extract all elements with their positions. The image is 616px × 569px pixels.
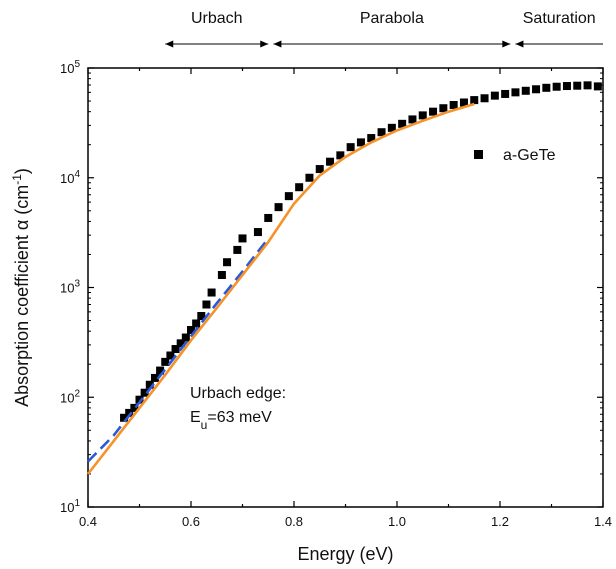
region-label: Saturation [523, 10, 596, 27]
y-axis-title: Absorption coefficient α (cm-1) [10, 168, 32, 407]
data-point [480, 94, 489, 103]
y-axis-title-sup: -1 [10, 174, 24, 185]
x-tick-label: 1.2 [491, 514, 509, 529]
data-point [238, 234, 247, 243]
urbach-annotation: Urbach edge: Eu=63 meV [190, 385, 286, 432]
region-arrow-head-right [502, 40, 511, 48]
data-point [552, 82, 561, 91]
data-point [274, 203, 283, 212]
data-point [439, 104, 448, 113]
data-point [315, 165, 324, 174]
data-point [120, 413, 129, 422]
data-point [367, 134, 376, 143]
data-point [562, 82, 571, 91]
data-point [125, 408, 134, 417]
data-point [176, 339, 185, 348]
data-point [295, 183, 304, 192]
data-point [207, 288, 216, 297]
data-point [284, 192, 293, 201]
data-point [521, 86, 530, 95]
region-arrow-head-right [260, 40, 269, 48]
data-point [356, 138, 365, 147]
data-point [490, 91, 499, 100]
legend-label: a-GeTe [503, 147, 556, 164]
urbach-energy-value: =63 meV [207, 409, 272, 426]
data-point [418, 111, 427, 120]
data-point [140, 388, 149, 397]
data-point [161, 357, 170, 366]
region-arrow-head-left [165, 40, 174, 48]
plot-frame [87, 67, 604, 508]
data-point [429, 107, 438, 116]
data-point [197, 311, 206, 320]
y-tick-label: 102 [60, 388, 80, 405]
y-axis-title-end: ) [12, 168, 32, 174]
data-point [223, 258, 232, 267]
data-point [181, 333, 190, 342]
data-point [387, 123, 396, 132]
legend: a-GeTe [474, 147, 556, 164]
data-point [593, 82, 602, 91]
data-point [449, 101, 458, 110]
data-point [501, 89, 510, 98]
region-arrow-head-left [273, 40, 282, 48]
data-point [145, 380, 154, 389]
x-tick-label: 0.6 [182, 514, 200, 529]
data-point [166, 351, 175, 360]
x-axis-title: Energy (eV) [297, 544, 393, 564]
data-point [171, 345, 180, 354]
data-point [217, 270, 226, 279]
data-point [573, 81, 582, 90]
scatter-series [120, 81, 602, 422]
y-tick-label: 105 [60, 59, 80, 76]
data-point [532, 85, 541, 94]
data-point [192, 319, 201, 328]
urbach-fit-line [87, 237, 270, 463]
data-point [150, 373, 159, 382]
data-point [233, 245, 242, 254]
axis-ticks: 0.4 0.6 0.8 1.0 1.2 1.4 101 102 103 104 105 [60, 59, 612, 529]
urbach-edge-label: Urbach edge: [190, 385, 286, 402]
data-point [130, 403, 139, 412]
x-tick-label: 0.4 [79, 514, 97, 529]
x-tick-label: 0.8 [285, 514, 303, 529]
x-tick-label: 1.4 [594, 514, 612, 529]
data-point [135, 395, 144, 404]
data-point [459, 98, 468, 107]
data-point [398, 119, 407, 128]
y-axis-title-main: Absorption coefficient α (cm [12, 185, 32, 407]
data-point [583, 81, 592, 90]
x-tick-label: 1.0 [388, 514, 406, 529]
data-point [253, 228, 262, 237]
data-point [264, 213, 273, 222]
data-point [156, 366, 165, 375]
parabola-fit-line [86, 102, 475, 475]
urbach-energy-label: Eu=63 meV [190, 409, 272, 432]
urbach-energy-subscript: u [201, 418, 208, 432]
data-point [346, 143, 355, 152]
region-label: Parabola [360, 10, 424, 27]
data-point [542, 83, 551, 92]
y-tick-label: 103 [60, 279, 80, 296]
data-point [336, 151, 345, 160]
legend-marker [474, 150, 483, 159]
region-annotations: Urbach Parabola Saturation [165, 10, 603, 48]
data-point [470, 96, 479, 105]
region-label: Urbach [191, 10, 243, 27]
y-tick-label: 101 [60, 498, 80, 515]
urbach-energy-symbol: E [190, 409, 201, 426]
data-point [202, 300, 211, 309]
y-tick-label: 104 [60, 169, 80, 186]
data-point [511, 88, 520, 97]
data-point [326, 157, 335, 166]
data-point [377, 128, 386, 137]
region-arrow-head-left [515, 40, 524, 48]
data-point [187, 325, 195, 334]
data-point [305, 173, 314, 182]
series-layer [86, 81, 602, 475]
data-point [408, 115, 417, 124]
